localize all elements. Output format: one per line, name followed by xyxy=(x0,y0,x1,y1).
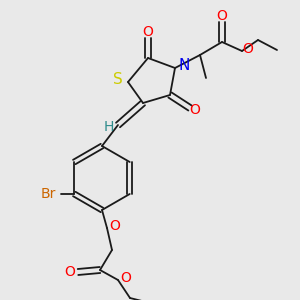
Text: N: N xyxy=(178,58,190,74)
Text: O: O xyxy=(243,42,254,56)
Text: O: O xyxy=(142,25,153,39)
Text: Br: Br xyxy=(40,187,56,201)
Text: O: O xyxy=(190,103,200,117)
Text: O: O xyxy=(121,271,131,285)
Text: H: H xyxy=(104,120,114,134)
Text: O: O xyxy=(64,265,75,279)
Text: O: O xyxy=(110,219,120,233)
Text: O: O xyxy=(217,9,227,23)
Text: S: S xyxy=(113,73,123,88)
